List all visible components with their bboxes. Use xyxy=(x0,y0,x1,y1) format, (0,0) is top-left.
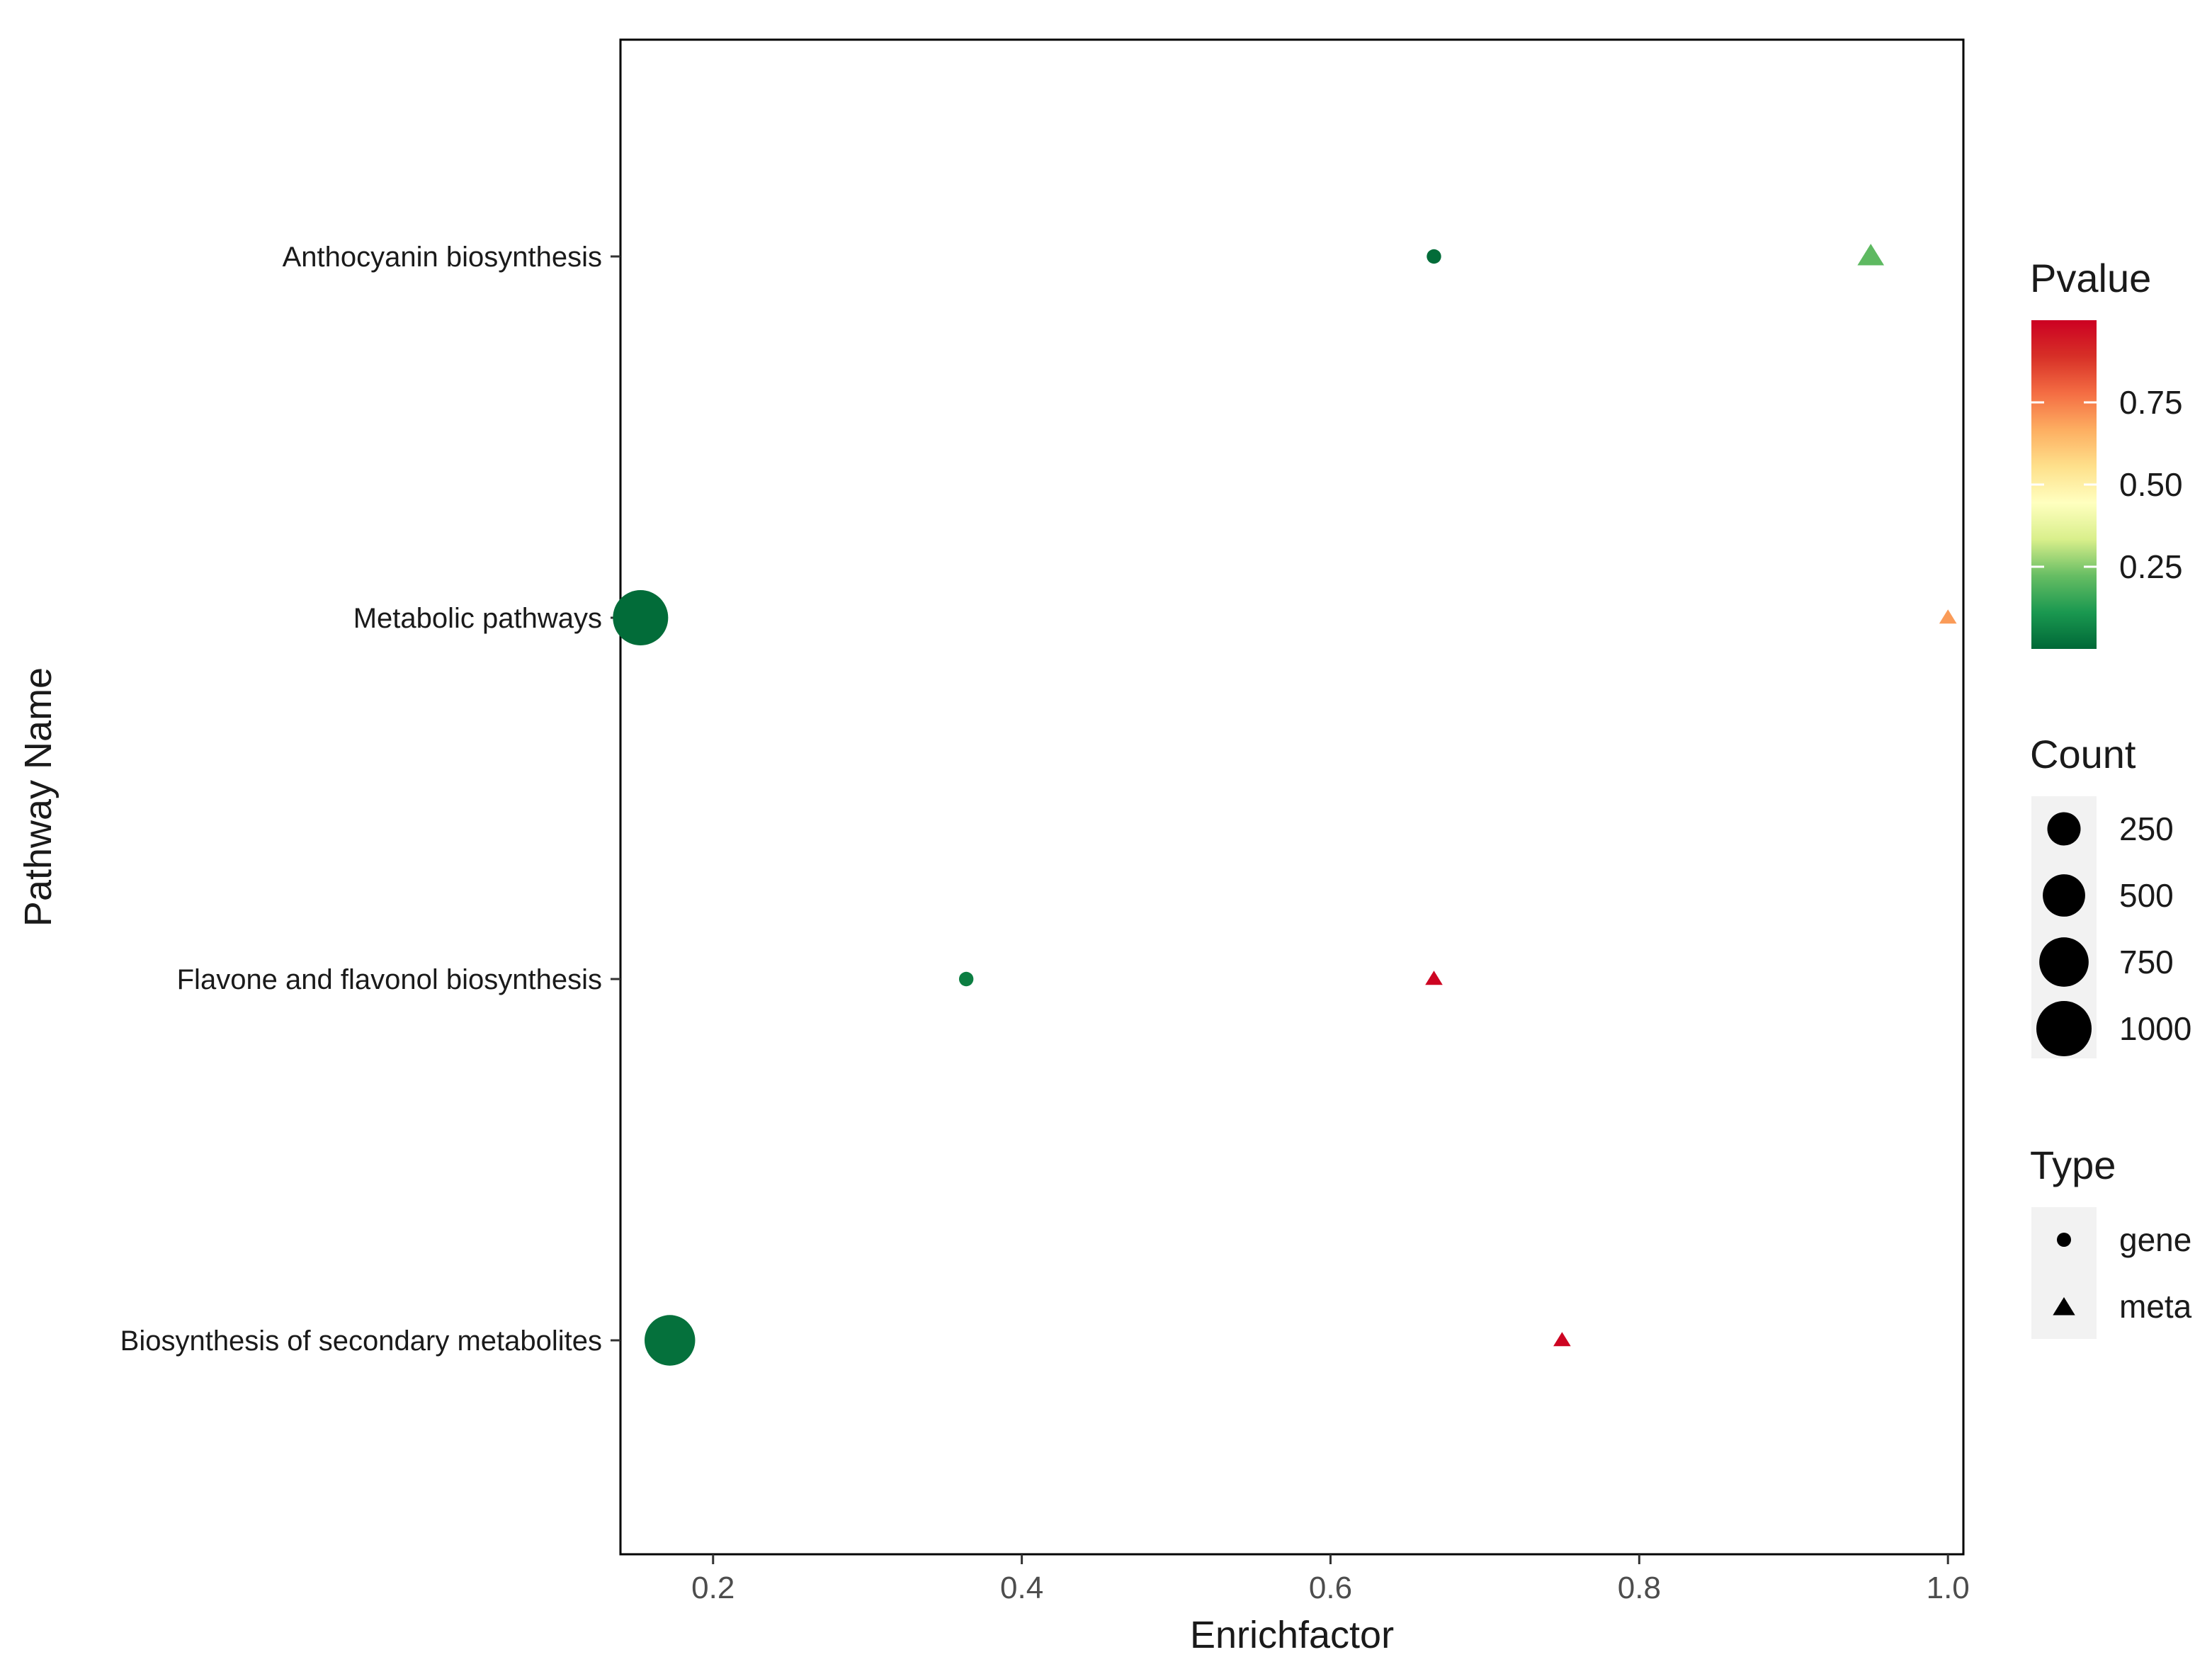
type-legend-title: Type xyxy=(2030,1143,2116,1187)
y-tick-label-metabolic-pathways: Metabolic pathways xyxy=(353,603,602,634)
pvalue-tick-label: 0.50 xyxy=(2119,466,2183,503)
y-tick-label-anthocyanin-biosynthesis: Anthocyanin biosynthesis xyxy=(283,242,602,273)
count-legend-label-1000: 1000 xyxy=(2119,1010,2191,1047)
type-legend-label-gene: gene xyxy=(2119,1221,2191,1258)
x-tick-label: 0.4 xyxy=(1000,1571,1043,1605)
count-legend-key-250 xyxy=(2047,812,2081,846)
count-legend-key-500 xyxy=(2043,874,2085,917)
pvalue-legend-title: Pvalue xyxy=(2030,256,2151,300)
pvalue-tick-label: 0.25 xyxy=(2119,548,2183,585)
x-axis: 0.2 0.4 0.6 0.8 1.0 xyxy=(691,1554,1970,1605)
y-axis: Anthocyanin biosynthesis Metabolic pathwa… xyxy=(120,242,620,1357)
x-tick-label: 0.2 xyxy=(691,1571,735,1605)
pvalue-legend: Pvalue 0.25 0.50 0.75 xyxy=(2030,256,2183,649)
count-legend-label-750: 750 xyxy=(2119,944,2174,980)
data-points xyxy=(613,244,1957,1366)
count-legend-title: Count xyxy=(2030,732,2136,776)
type-legend-key-meta xyxy=(2053,1297,2075,1316)
count-legend-key-1000 xyxy=(2036,1001,2092,1056)
x-tick-label: 1.0 xyxy=(1927,1571,1970,1605)
plot-panel xyxy=(619,38,1965,1556)
count-legend-label-500: 500 xyxy=(2119,877,2174,914)
x-tick-label: 0.6 xyxy=(1309,1571,1352,1605)
point-flavone-and-flavonol-biosynthesis-meta xyxy=(1425,971,1443,985)
count-legend: Count 250 500 750 1000 xyxy=(2030,732,2191,1058)
type-legend: Type gene meta xyxy=(2030,1143,2192,1339)
pvalue-tick-label: 0.75 xyxy=(2119,384,2183,421)
type-legend-label-meta: meta xyxy=(2119,1288,2192,1325)
point-anthocyanin-biosynthesis-meta xyxy=(1857,244,1885,266)
count-legend-label-250: 250 xyxy=(2119,810,2174,847)
y-tick-label-flavone-and-flavonol-biosynthesis: Flavone and flavonol biosynthesis xyxy=(177,964,602,995)
x-tick-label: 0.8 xyxy=(1618,1571,1661,1605)
count-legend-key-750 xyxy=(2039,937,2089,987)
point-flavone-and-flavonol-biosynthesis-gene xyxy=(958,971,974,987)
point-anthocyanin-biosynthesis-gene xyxy=(1427,249,1441,264)
point-biosynthesis-of-secondary-metabolites-gene xyxy=(645,1315,696,1366)
point-biosynthesis-of-secondary-metabolites-meta xyxy=(1553,1332,1571,1347)
type-legend-key-gene xyxy=(2057,1233,2071,1247)
point-metabolic-pathways-gene xyxy=(613,590,669,645)
y-axis-title: Pathway Name xyxy=(17,667,59,927)
y-tick-label-biosynthesis-of-secondary-metabolites: Biosynthesis of secondary metabolites xyxy=(120,1325,602,1357)
type-legend-key-background xyxy=(2031,1207,2097,1339)
point-metabolic-pathways-meta xyxy=(1939,609,1957,624)
x-axis-title: Enrichfactor xyxy=(1190,1614,1394,1656)
